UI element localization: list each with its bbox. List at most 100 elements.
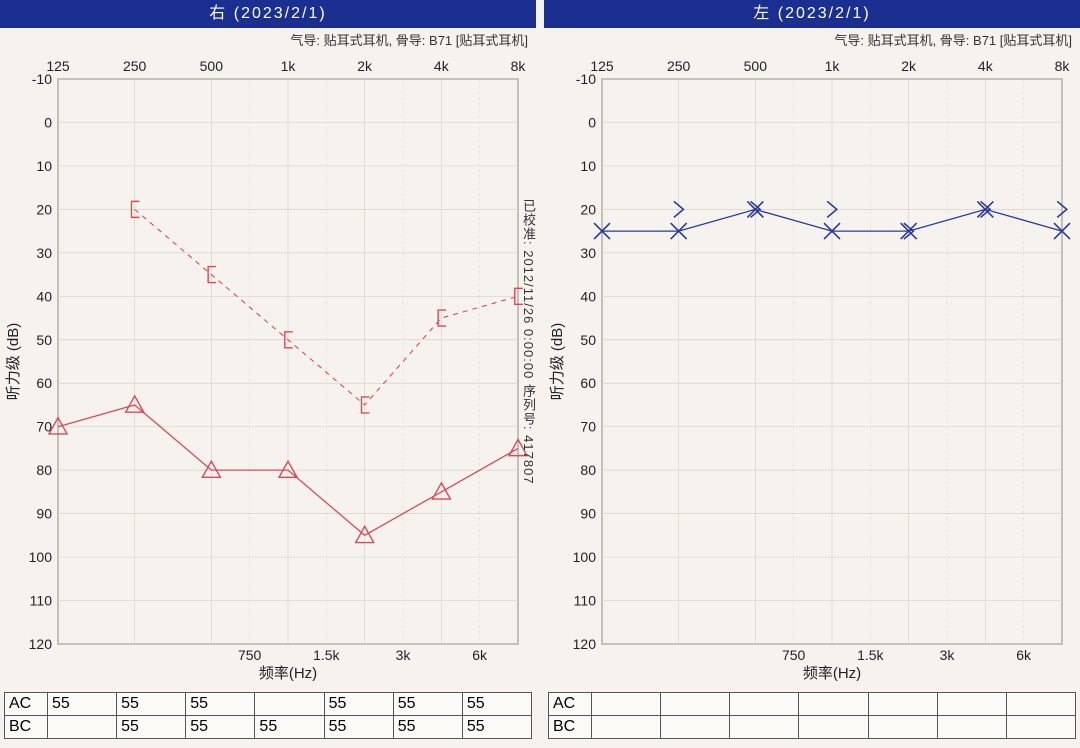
table-row: AC — [549, 693, 1076, 716]
table-cell — [868, 693, 937, 716]
table-cell — [868, 716, 937, 739]
table-cell: 55 — [48, 693, 117, 716]
y-tick-label: 50 — [580, 332, 596, 348]
table-cell: 55 — [255, 716, 324, 739]
subtitle-right: 气导: 贴耳式耳机, 骨导: B71 [贴耳式耳机] — [0, 28, 536, 49]
x-tick-label-top: 2k — [357, 58, 373, 74]
table-cell — [730, 716, 799, 739]
y-tick-label: 30 — [580, 245, 596, 261]
table-row: BC — [549, 716, 1076, 739]
marker-bracket — [361, 397, 369, 413]
y-tick-label: 0 — [588, 114, 596, 130]
x-axis-label: 频率(Hz) — [803, 665, 861, 682]
table-cell — [661, 716, 730, 739]
y-tick-label: 20 — [36, 201, 52, 217]
table-cell: 55 — [186, 693, 255, 716]
x-tick-label-bottom: 750 — [238, 647, 262, 663]
y-axis-label: 听力级 (dB) — [549, 323, 566, 401]
table-cell — [799, 693, 868, 716]
y-tick-label: 120 — [29, 636, 53, 652]
table-row: BC555555555555 — [5, 716, 532, 739]
y-axis-label: 听力级 (dB) — [5, 323, 22, 401]
x-tick-label-bottom: 1.5k — [857, 647, 884, 663]
page-root: 右 (2023/2/1) 气导: 贴耳式耳机, 骨导: B71 [贴耳式耳机] … — [0, 0, 1080, 748]
audiogram-right: -100102030405060708090100110120125250500… — [0, 49, 536, 692]
y-tick-label: 40 — [36, 288, 52, 304]
table-cell: 55 — [462, 716, 531, 739]
y-tick-label: 40 — [580, 288, 596, 304]
y-tick-label: 30 — [36, 245, 52, 261]
x-axis-label: 频率(Hz) — [259, 665, 317, 682]
y-tick-label: 60 — [36, 375, 52, 391]
chart-left-wrap: -100102030405060708090100110120125250500… — [544, 49, 1080, 692]
table-cell — [730, 693, 799, 716]
table-cell: 55 — [186, 716, 255, 739]
x-tick-label-bottom: 1.5k — [313, 647, 340, 663]
y-tick-label: 100 — [573, 549, 597, 565]
table-cell — [592, 716, 661, 739]
x-tick-label-top: 250 — [667, 58, 691, 74]
subtitle-left: 气导: 贴耳式耳机, 骨导: B71 [贴耳式耳机] — [544, 28, 1080, 49]
y-tick-label: 80 — [580, 462, 596, 478]
table-cell — [799, 716, 868, 739]
x-tick-label-top: 250 — [123, 58, 147, 74]
panel-right-ear: 右 (2023/2/1) 气导: 贴耳式耳机, 骨导: B71 [贴耳式耳机] … — [0, 0, 536, 748]
table-right: AC555555555555BC555555555555 — [4, 692, 532, 739]
table-cell: 55 — [393, 716, 462, 739]
title-left: 左 (2023/2/1) — [544, 0, 1080, 28]
y-tick-label: 80 — [36, 462, 52, 478]
y-tick-label: 110 — [574, 593, 597, 609]
table-cell — [255, 693, 324, 716]
y-tick-label: 120 — [573, 636, 597, 652]
x-tick-label-bottom: 3k — [940, 647, 956, 663]
table-cell: 55 — [324, 693, 393, 716]
table-cell — [937, 716, 1006, 739]
table-cell: 55 — [462, 693, 531, 716]
audiogram-left: -100102030405060708090100110120125250500… — [544, 49, 1080, 692]
table-cell — [937, 693, 1006, 716]
x-tick-label-top: 125 — [590, 58, 614, 74]
x-tick-label-top: 8k — [511, 58, 527, 74]
x-tick-label-top: 500 — [200, 58, 224, 74]
x-tick-label-top: 4k — [434, 58, 450, 74]
y-tick-label: 20 — [580, 201, 596, 217]
title-right: 右 (2023/2/1) — [0, 0, 536, 28]
table-cell: 55 — [117, 716, 186, 739]
y-tick-label: 90 — [36, 506, 52, 522]
y-tick-label: 0 — [44, 114, 52, 130]
table-right-area: AC555555555555BC555555555555 — [0, 692, 536, 748]
y-tick-label: 70 — [580, 419, 596, 435]
table-cell — [1006, 693, 1075, 716]
row-header: AC — [549, 693, 592, 716]
row-header: BC — [549, 716, 592, 739]
table-cell — [661, 693, 730, 716]
x-tick-label-top: 4k — [978, 58, 994, 74]
table-row: AC555555555555 — [5, 693, 532, 716]
table-cell: 55 — [117, 693, 186, 716]
x-tick-label-top: 1k — [281, 58, 297, 74]
y-tick-label: 50 — [36, 332, 52, 348]
y-tick-label: 60 — [580, 375, 596, 391]
x-tick-label-bottom: 750 — [782, 647, 806, 663]
table-left-area: ACBC — [544, 692, 1080, 748]
y-tick-label: 100 — [29, 549, 53, 565]
table-cell: 55 — [393, 693, 462, 716]
x-tick-label-bottom: 6k — [472, 647, 488, 663]
x-tick-label-top: 8k — [1055, 58, 1071, 74]
row-header: AC — [5, 693, 48, 716]
y-tick-label: 10 — [36, 158, 52, 174]
x-tick-label-bottom: 3k — [396, 647, 412, 663]
y-tick-label: 110 — [30, 593, 53, 609]
calibration-note: 已校准: 2012/11/26 0:00:00 序列号: 417807 — [519, 199, 538, 485]
y-tick-label: 10 — [580, 158, 596, 174]
chart-right-wrap: -100102030405060708090100110120125250500… — [0, 49, 536, 692]
table-cell: 55 — [324, 716, 393, 739]
row-header: BC — [5, 716, 48, 739]
x-tick-label-top: 125 — [46, 58, 70, 74]
table-cell — [592, 693, 661, 716]
panel-left-ear: 左 (2023/2/1) 气导: 贴耳式耳机, 骨导: B71 [贴耳式耳机] … — [544, 0, 1080, 748]
table-cell — [1006, 716, 1075, 739]
marker-bracket — [438, 310, 446, 326]
x-tick-label-bottom: 6k — [1016, 647, 1032, 663]
table-left: ACBC — [548, 692, 1076, 739]
